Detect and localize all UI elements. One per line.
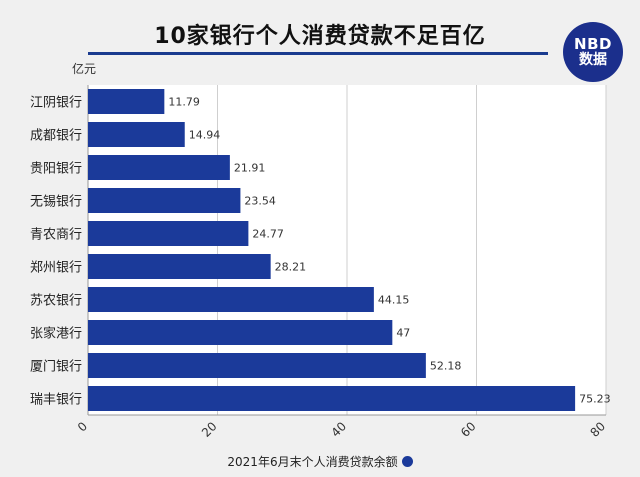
legend-swatch bbox=[401, 456, 413, 467]
data-label: 14.94 bbox=[189, 129, 221, 142]
data-label: 52.18 bbox=[430, 360, 462, 373]
bar bbox=[88, 89, 165, 114]
title-underline bbox=[88, 52, 548, 55]
bar bbox=[88, 287, 374, 312]
x-tick-label: 80 bbox=[587, 419, 608, 440]
data-label: 47 bbox=[396, 327, 410, 340]
y-tick-label: 瑞丰银行 bbox=[30, 393, 82, 408]
y-tick-label: 张家港行 bbox=[30, 326, 82, 342]
y-tick-label: 无锡银行 bbox=[30, 195, 82, 210]
bar bbox=[88, 122, 185, 147]
data-label: 21.91 bbox=[234, 162, 266, 175]
data-label: 23.54 bbox=[244, 195, 276, 208]
y-tick-label: 郑州银行 bbox=[30, 261, 82, 276]
y-tick-label: 苏农银行 bbox=[30, 293, 82, 309]
nbd-logo: NBD 数据 bbox=[563, 22, 623, 82]
bar bbox=[88, 188, 241, 213]
data-label: 44.15 bbox=[378, 294, 410, 307]
bar bbox=[88, 320, 393, 345]
bar bbox=[88, 221, 249, 246]
chart-title: 10家银行个人消费贷款不足百亿 bbox=[154, 24, 486, 49]
axis-unit-label: 亿元 bbox=[72, 62, 97, 76]
y-tick-label: 厦门银行 bbox=[30, 360, 82, 375]
y-tick-label: 贵阳银行 bbox=[30, 162, 82, 177]
legend: 2021年6月末个人消费贷款余额 bbox=[0, 453, 640, 470]
x-tick-label: 20 bbox=[199, 419, 220, 440]
bar bbox=[88, 254, 271, 279]
x-tick-label: 40 bbox=[328, 419, 349, 440]
x-tick-label: 60 bbox=[458, 419, 479, 440]
y-tick-label: 江阴银行 bbox=[30, 96, 82, 111]
data-label: 75.23 bbox=[579, 393, 611, 406]
logo-text-nbd: NBD bbox=[574, 34, 612, 53]
data-label: 28.21 bbox=[275, 261, 307, 274]
bar bbox=[88, 155, 230, 180]
x-tick-label: 0 bbox=[75, 419, 90, 434]
data-label: 24.77 bbox=[252, 228, 283, 241]
data-label: 11.79 bbox=[168, 96, 200, 109]
bar bbox=[88, 353, 426, 378]
y-tick-label: 青农商行 bbox=[30, 228, 82, 243]
bar bbox=[88, 386, 576, 411]
logo-text-data: 数据 bbox=[579, 51, 607, 68]
legend-label: 2021年6月末个人消费贷款余额 bbox=[227, 455, 398, 469]
y-tick-label: 成都银行 bbox=[30, 129, 82, 144]
